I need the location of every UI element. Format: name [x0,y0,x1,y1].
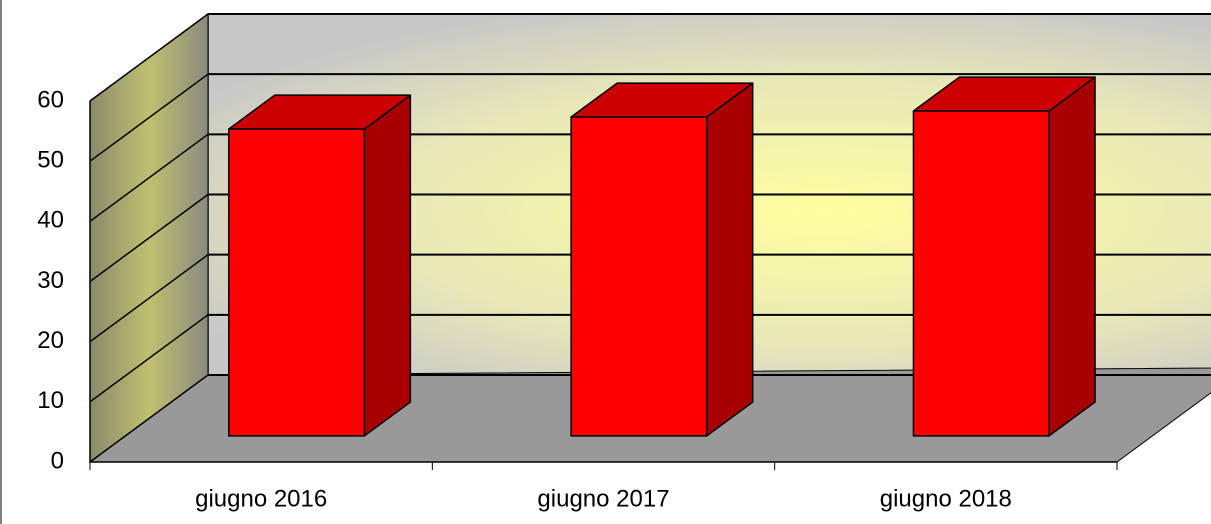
y-tick-label: 50 [37,147,64,174]
grid-line-side [89,254,209,343]
y-tick-label: 10 [37,387,64,414]
grid-line-side [89,13,209,102]
grid-line-side [89,314,209,403]
y-tick-label: 30 [37,267,64,294]
bar [912,110,1050,437]
x-tick-label: giugno 2018 [880,485,1012,512]
bar-side [1048,76,1096,437]
grid-line-side [89,73,209,162]
x-tick-label: giugno 2017 [537,485,669,512]
bar-side [363,94,412,437]
y-tick-label: 60 [37,86,64,113]
y-tick-label: 20 [37,327,64,354]
grid-line-side [89,193,209,283]
bar-side [705,82,754,437]
grid-line-side [89,374,209,463]
y-tick-label: 0 [51,447,64,474]
y-tick-label: 40 [37,207,64,234]
x-tick-label: giugno 2016 [195,485,327,512]
bar [228,128,366,437]
grid-line-side [89,133,209,222]
bar [570,116,708,437]
